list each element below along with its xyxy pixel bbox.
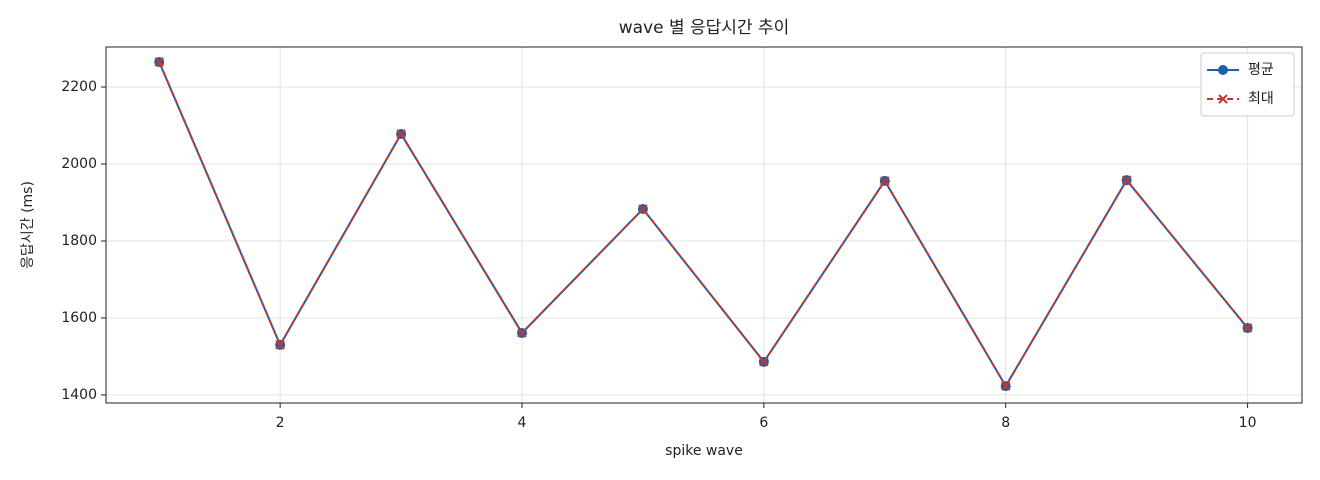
marker [880,176,890,186]
y-tick-label: 1400 [61,387,97,403]
plot-frame [105,46,1303,404]
marker [517,328,527,338]
y-axis-label: 응답시간 (ms) [20,181,36,269]
legend-label: 최대 [1248,91,1274,107]
x-tick-label: 6 [759,415,768,431]
series-line [158,61,1249,389]
x-axis-label: spike wave [665,443,743,459]
y-tick-label: 1800 [61,233,97,249]
legend-marker [1218,94,1228,104]
x-tick-label: 2 [276,415,285,431]
y-tick-label: 2000 [61,156,97,172]
y-tick-label: 2200 [61,79,97,95]
marker [638,204,648,214]
marker [275,340,285,350]
marker [1001,381,1011,391]
x-tick-label: 4 [518,415,527,431]
legend-label: 평균 [1248,62,1274,78]
marker [396,129,406,139]
x-tick-label: 8 [1001,415,1010,431]
y-tick-label: 1600 [61,310,97,326]
marker [154,57,164,67]
legend-marker [1218,65,1228,75]
marker [1121,175,1132,185]
chart-title: wave 별 응답시간 추이 [619,18,790,38]
x-tick-label: 10 [1239,415,1257,431]
series-line [158,61,1249,389]
marker [759,357,769,367]
marker [1242,323,1253,333]
